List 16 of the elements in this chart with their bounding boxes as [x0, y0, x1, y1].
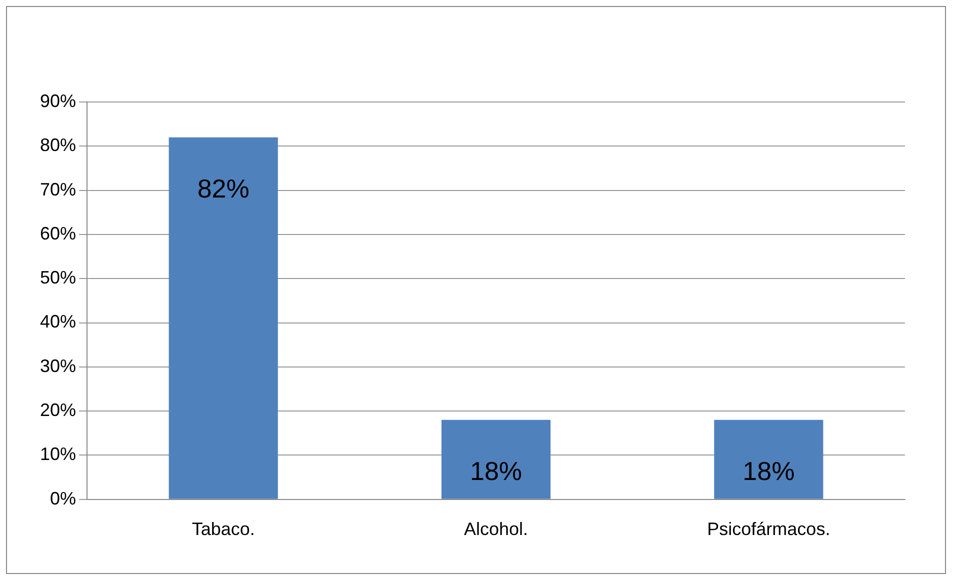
x-tick-label: Alcohol.	[464, 519, 528, 540]
x-tick-label: Tabaco.	[192, 519, 255, 540]
y-tick-label: 30%	[40, 356, 76, 376]
y-tick-label: 20%	[40, 400, 76, 420]
y-tick-label: 90%	[40, 90, 76, 111]
x-tick-label: Psicofármacos.	[707, 519, 830, 540]
data-label: 18%	[470, 456, 522, 486]
y-tick-label: 80%	[40, 135, 76, 156]
y-tick-label: 60%	[40, 223, 76, 244]
y-tick-label: 0%	[50, 488, 76, 508]
y-tick-label: 10%	[40, 444, 76, 464]
data-label: 82%	[197, 173, 250, 204]
data-label: 18%	[742, 456, 795, 486]
y-tick-label: 50%	[40, 268, 76, 288]
y-tick-label: 40%	[40, 312, 76, 332]
y-tick-label: 70%	[40, 179, 76, 200]
